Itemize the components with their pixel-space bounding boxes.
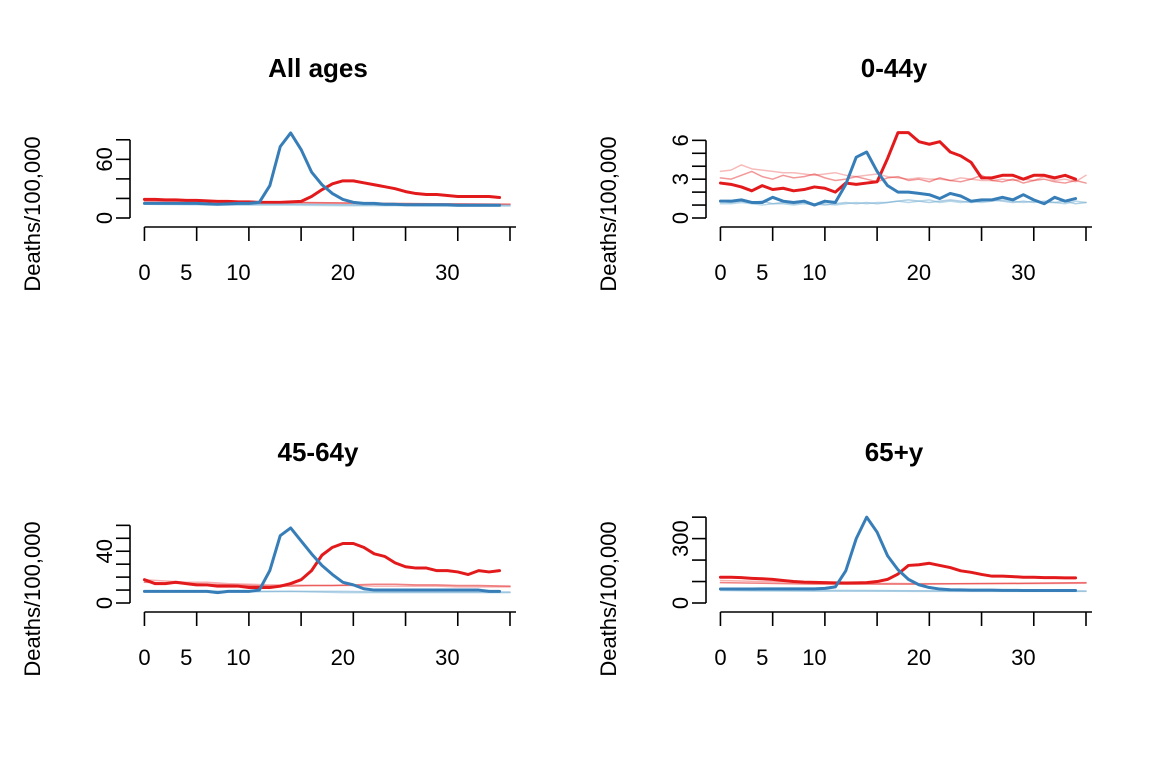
- series-line: [719, 199, 1087, 206]
- x-tick-label: 10: [802, 260, 826, 285]
- y-tick-label: 6: [668, 134, 693, 146]
- x-tick-label: 30: [1011, 645, 1035, 670]
- x-tick-label: 10: [226, 260, 250, 285]
- y-axis-label: Deaths/100,000: [20, 521, 45, 676]
- series-line: [718, 515, 1078, 593]
- x-tick-label: 30: [435, 260, 459, 285]
- series-line: [719, 581, 1087, 585]
- series-line: [718, 561, 1078, 585]
- x-tick-label: 5: [180, 260, 192, 285]
- panel-title: 45-64y: [278, 437, 359, 467]
- y-axis-label: Deaths/100,000: [596, 521, 621, 676]
- x-tick-label: 0: [138, 645, 150, 670]
- x-tick-label: 20: [331, 645, 355, 670]
- series-line: [719, 199, 1087, 206]
- y-tick-label: 40: [92, 539, 117, 563]
- y-axis-label: Deaths/100,000: [596, 136, 621, 291]
- x-tick-label: 20: [331, 260, 355, 285]
- x-tick-label: 5: [756, 645, 768, 670]
- series-line: [718, 150, 1078, 207]
- x-tick-label: 10: [226, 645, 250, 670]
- y-tick-label: 3: [668, 173, 693, 185]
- y-tick-label: 0: [92, 212, 117, 224]
- series-line: [719, 170, 1087, 184]
- x-tick-label: 30: [435, 645, 459, 670]
- y-tick-label: 0: [668, 212, 693, 224]
- series-line: [142, 541, 502, 589]
- x-tick-label: 5: [180, 645, 192, 670]
- series-line: [142, 131, 502, 207]
- x-tick-label: 30: [1011, 260, 1035, 285]
- y-axis-label: Deaths/100,000: [20, 136, 45, 291]
- panel-title: 65+y: [865, 437, 924, 467]
- series-line: [142, 526, 502, 595]
- x-tick-label: 5: [756, 260, 768, 285]
- x-tick-label: 10: [802, 645, 826, 670]
- panel-title: 0-44y: [861, 53, 928, 83]
- y-tick-label: 60: [92, 147, 117, 171]
- series-line: [142, 179, 502, 204]
- y-tick-label: 300: [668, 520, 693, 557]
- x-tick-label: 0: [714, 645, 726, 670]
- x-tick-label: 20: [907, 645, 931, 670]
- x-tick-label: 20: [907, 260, 931, 285]
- y-tick-label: 0: [668, 597, 693, 609]
- x-tick-label: 0: [138, 260, 150, 285]
- series-line: [718, 131, 1078, 194]
- y-tick-label: 0: [92, 597, 117, 609]
- x-tick-label: 0: [714, 260, 726, 285]
- panel-title: All ages: [268, 53, 368, 83]
